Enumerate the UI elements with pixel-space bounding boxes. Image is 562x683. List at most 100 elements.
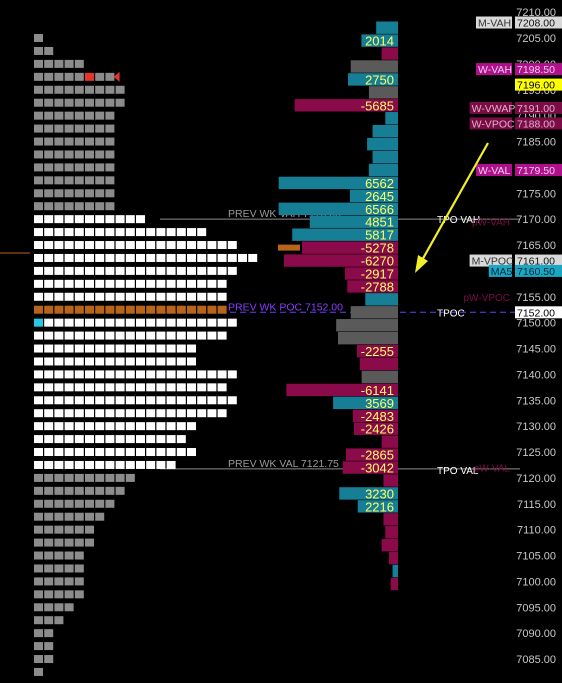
tpo-block [105, 163, 115, 172]
tpo-block [176, 370, 186, 379]
tpo-block [187, 396, 196, 405]
tpo-block [166, 422, 176, 431]
tpo-block [156, 460, 166, 469]
tpo-block [187, 292, 196, 301]
tpo-block [44, 499, 54, 508]
tpo-block [85, 215, 94, 224]
tpo-block [74, 409, 84, 418]
tpo-block [166, 305, 176, 314]
tpo-block [115, 435, 125, 444]
tpo-block [166, 448, 176, 457]
tpo-block [176, 409, 186, 418]
price-tick-label: 7125.00 [516, 447, 556, 459]
tpo-block [44, 241, 54, 250]
delta-bar [361, 370, 398, 384]
tpo-block [136, 460, 145, 469]
tpo-block [95, 253, 105, 262]
tpo-block [74, 396, 84, 405]
arrow-shaft [420, 142, 489, 263]
tpo-block [64, 409, 74, 418]
tpo-block [136, 266, 145, 275]
tpo-block [176, 279, 186, 288]
tpo-block [136, 448, 145, 457]
tpo-block [64, 228, 74, 237]
tpo-block [187, 383, 196, 392]
tpo-block [207, 241, 217, 250]
tpo-block [95, 292, 105, 301]
tpo-block [217, 241, 227, 250]
tpo-block [115, 409, 125, 418]
tpo-block [85, 305, 94, 314]
tpo-block [34, 603, 43, 612]
tpo-block [95, 344, 105, 353]
tpo-block [146, 460, 156, 469]
tpo-block [95, 176, 105, 185]
tpo-block [44, 590, 54, 599]
tpo-block [34, 318, 43, 327]
tpo-block [44, 331, 54, 340]
tpo-block [85, 409, 94, 418]
tpo-block [74, 344, 84, 353]
price-tick-label: 7110.00 [517, 525, 556, 537]
axis-tag-bg [515, 306, 562, 319]
delta-bar [344, 267, 398, 280]
tpo-block [85, 448, 94, 457]
tpo-block [44, 98, 54, 107]
tpo-block [197, 370, 207, 379]
axis-tag-label: 7198.50 [517, 64, 555, 76]
tpo-block [105, 189, 115, 198]
tpo-block [176, 396, 186, 405]
tpo-block [64, 512, 74, 521]
tpo-block [34, 111, 43, 120]
tpo-block [238, 253, 247, 262]
tpo-block [64, 318, 74, 327]
tpo-block [74, 538, 84, 547]
delta-bar [359, 357, 398, 371]
tpo-block [54, 383, 64, 392]
tpo-block [44, 422, 54, 431]
delta-bar [278, 202, 398, 215]
price-tick-label: 7175.00 [516, 188, 556, 200]
tpo-block [54, 176, 64, 185]
tpo-block [156, 448, 166, 457]
delta-bar [361, 34, 398, 47]
tpo-block [44, 409, 54, 418]
tpo-block [44, 163, 54, 172]
tpo-block [187, 228, 196, 237]
tpo-block [105, 435, 115, 444]
tpo-block [74, 111, 84, 120]
tpo-block [115, 215, 125, 224]
tpo-block [187, 370, 196, 379]
tpo-block [248, 253, 258, 262]
tpo-block [156, 422, 166, 431]
tpo-block [64, 189, 74, 198]
delta-bar-label: 5817 [365, 228, 394, 243]
tpo-block [136, 228, 145, 237]
tpo-block [64, 473, 74, 482]
tpo-block [187, 331, 196, 340]
tpo-block [217, 370, 227, 379]
tpo-block [125, 318, 135, 327]
tpo-block [105, 473, 115, 482]
tpo-block [34, 344, 43, 353]
tpo-block [207, 318, 217, 327]
tpo-block [95, 383, 105, 392]
tpo-block [95, 111, 105, 120]
delta-bar-label: 3230 [365, 486, 394, 501]
axis-tag-bg [476, 163, 512, 176]
tpo-block [44, 603, 54, 612]
tpo-block [227, 266, 237, 275]
tpo-block [74, 473, 84, 482]
tpo-block [74, 253, 84, 262]
tpo-block [34, 266, 43, 275]
tpo-block [54, 525, 64, 534]
tpo-block [146, 422, 156, 431]
tpo-block [197, 409, 207, 418]
tpo-block [95, 499, 105, 508]
tpo-block [34, 124, 43, 133]
tpo-block [146, 292, 156, 301]
tpo-block [115, 98, 125, 107]
delta-bar [372, 150, 398, 164]
tpo-block [85, 486, 94, 495]
tpo-block [34, 150, 43, 159]
